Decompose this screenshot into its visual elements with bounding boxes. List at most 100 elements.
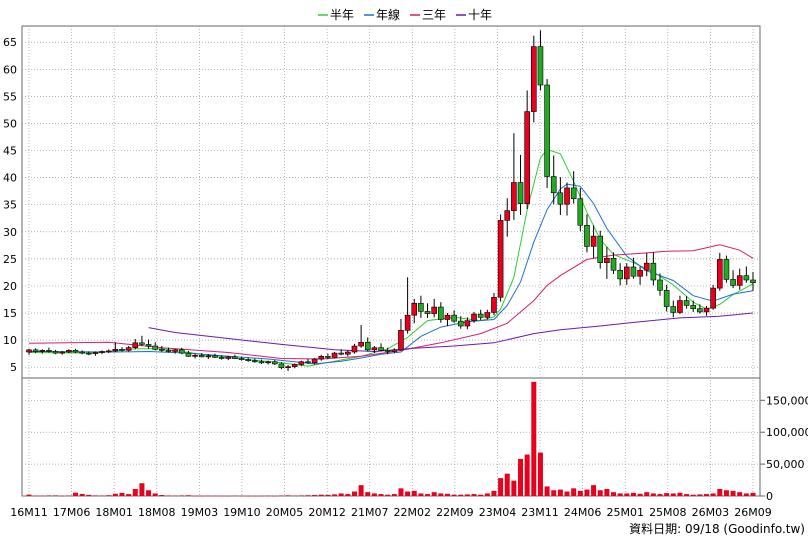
volume-bar (332, 494, 338, 496)
legend-label: 十年 (468, 8, 492, 22)
volume-bar (391, 494, 397, 496)
candlestick (258, 359, 265, 364)
volume-bar (179, 495, 185, 496)
candlestick (703, 305, 710, 316)
volume-bar (584, 489, 590, 496)
volume-bar (86, 494, 92, 496)
candlestick (371, 346, 378, 354)
x-tick-label: 25M01 (606, 506, 644, 519)
volume-bar (298, 495, 304, 496)
volume-bar (458, 494, 464, 496)
volume-bar (292, 495, 298, 497)
volume-bar (597, 490, 603, 496)
volume-bar (444, 493, 450, 496)
x-tick-label: 16M11 (10, 506, 48, 519)
volume-bar (219, 495, 225, 497)
volume-bar (411, 490, 417, 496)
candlestick (438, 302, 444, 323)
x-tick-label: 18M01 (95, 506, 133, 519)
candlestick (338, 349, 344, 356)
volume-bar (611, 492, 617, 496)
volume-bar (172, 495, 178, 497)
candlestick (391, 348, 398, 354)
candlestick (298, 360, 305, 367)
candlestick (504, 198, 511, 237)
volume-bar (717, 488, 723, 496)
candlestick (604, 246, 610, 279)
volume-bar (305, 495, 311, 496)
volume-bar (425, 494, 431, 496)
candlestick (750, 271, 756, 291)
candlestick (491, 292, 497, 316)
candlestick (597, 230, 604, 269)
candlestick (172, 348, 178, 354)
candlestick (99, 350, 105, 355)
price-tick-label: 50 (3, 117, 17, 130)
candlestick (537, 30, 544, 91)
volume-bars (26, 381, 756, 497)
candlestick (677, 295, 683, 315)
volume-bar (471, 494, 477, 496)
volume-bar (132, 488, 138, 496)
candlestick (165, 347, 172, 353)
candlestick (584, 214, 590, 253)
volume-bar (438, 493, 444, 496)
candlestick (457, 316, 464, 329)
volume-bar (730, 490, 736, 496)
candlestick (398, 318, 404, 351)
candlestick (623, 263, 630, 285)
price-tick-label: 60 (3, 63, 17, 76)
candlestick (291, 363, 298, 369)
volume-tick-label: 100,000 (766, 426, 808, 439)
candlestick (66, 349, 72, 354)
candlestick (557, 177, 564, 215)
volume-bar (557, 489, 563, 496)
candlestick (79, 350, 85, 355)
volume-bar (677, 492, 683, 496)
volume-bar (657, 494, 663, 496)
candlestick (743, 266, 750, 283)
candlestick (245, 357, 251, 362)
x-tick-label: 24M06 (564, 506, 602, 519)
volume-bar (212, 495, 218, 497)
volume-bar (351, 491, 357, 496)
candlestick (418, 295, 424, 318)
ma-line-ten-year (148, 312, 754, 353)
candlestick (511, 133, 517, 220)
x-tick-label: 22M02 (394, 506, 432, 519)
candlestick (59, 350, 66, 355)
volume-bar (644, 492, 650, 496)
candlestick (358, 324, 364, 348)
candlestick (318, 354, 325, 361)
price-tick-label: 35 (3, 199, 17, 212)
candlestick (683, 296, 690, 309)
candlestick (325, 353, 331, 360)
candlestick (72, 348, 79, 354)
candlestick (550, 155, 557, 205)
volume-bar (126, 494, 132, 496)
candlestick (710, 284, 716, 310)
candlestick (650, 252, 657, 286)
volume-bar (418, 493, 424, 496)
candlestick (690, 300, 697, 312)
volume-bar (185, 495, 191, 496)
volume-axis: 0 50,000 100,000 150,000 (760, 394, 808, 503)
volume-bar (285, 495, 291, 496)
volume-bar (152, 493, 158, 496)
volume-bar (66, 495, 72, 497)
candlestick (570, 171, 577, 204)
candlestick (105, 349, 112, 354)
candlestick (351, 343, 358, 354)
candlestick (159, 346, 165, 353)
volume-bar (79, 493, 85, 496)
x-tick-label: 19M03 (181, 506, 219, 519)
candlestick (524, 90, 530, 210)
volume-bar (577, 490, 583, 496)
volume-bar (39, 495, 45, 497)
candlestick (464, 317, 471, 330)
candlestick (484, 309, 491, 320)
legend-label: 半年 (330, 8, 354, 22)
candlestick (610, 252, 617, 275)
volume-bar (345, 494, 351, 496)
